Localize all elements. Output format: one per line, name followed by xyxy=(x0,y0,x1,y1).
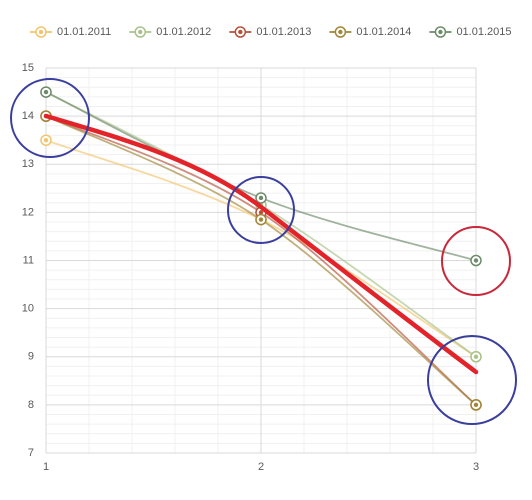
marker xyxy=(134,26,146,38)
legend-label: 01.01.2013 xyxy=(256,26,311,38)
x-tick-label: 2 xyxy=(258,461,264,473)
y-tick-label: 11 xyxy=(23,254,34,266)
legend-label: 01.01.2012 xyxy=(156,26,211,38)
marker xyxy=(40,86,52,98)
annotation-circle xyxy=(227,176,295,244)
annotation-circle xyxy=(10,78,90,158)
annotation-line xyxy=(43,113,479,375)
marker-inner xyxy=(43,137,49,143)
x-tick-label: 1 xyxy=(43,461,49,473)
annotation-circle xyxy=(441,226,511,296)
marker-inner xyxy=(338,29,343,35)
legend-label: 01.01.2015 xyxy=(456,26,511,38)
marker xyxy=(35,26,47,38)
legend-label: 01.01.2011 xyxy=(57,26,111,38)
marker xyxy=(470,399,482,411)
y-tick-label: 7 xyxy=(28,447,34,459)
marker-inner xyxy=(43,89,49,95)
y-tick-label: 8 xyxy=(28,399,34,411)
marker-inner xyxy=(258,195,264,201)
annotation-circle xyxy=(427,335,517,425)
marker-inner xyxy=(258,217,264,222)
y-tick-label: 14 xyxy=(22,110,34,122)
x-tick-label: 3 xyxy=(473,461,479,473)
y-tick-label: 12 xyxy=(22,206,34,218)
marker xyxy=(334,26,347,38)
marker xyxy=(255,213,267,226)
marker xyxy=(434,26,447,38)
y-tick-label: 10 xyxy=(22,303,34,315)
marker xyxy=(255,192,267,204)
y-tick-label: 15 xyxy=(22,62,34,74)
marker-inner xyxy=(473,402,479,408)
marker-inner xyxy=(38,29,44,35)
marker-inner xyxy=(258,210,264,215)
marker xyxy=(470,351,482,363)
marker xyxy=(40,134,52,146)
marker-inner xyxy=(238,29,243,35)
y-tick-label: 9 xyxy=(28,351,34,363)
marker xyxy=(470,254,482,267)
marker xyxy=(234,26,247,38)
marker-inner xyxy=(473,354,479,359)
marker-inner xyxy=(473,258,479,263)
marker-inner xyxy=(438,29,443,35)
legend: 01.01.2011 01.01.2012 01.01.2013 01.01.2014… xyxy=(30,26,512,38)
legend-label: 01.01.2014 xyxy=(356,26,411,38)
marker-inner xyxy=(138,29,143,35)
y-tick-label: 13 xyxy=(22,158,34,170)
